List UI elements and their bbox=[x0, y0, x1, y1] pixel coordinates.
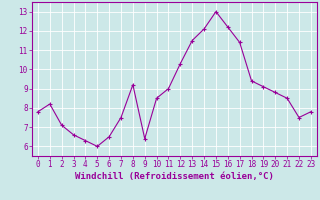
X-axis label: Windchill (Refroidissement éolien,°C): Windchill (Refroidissement éolien,°C) bbox=[75, 172, 274, 181]
